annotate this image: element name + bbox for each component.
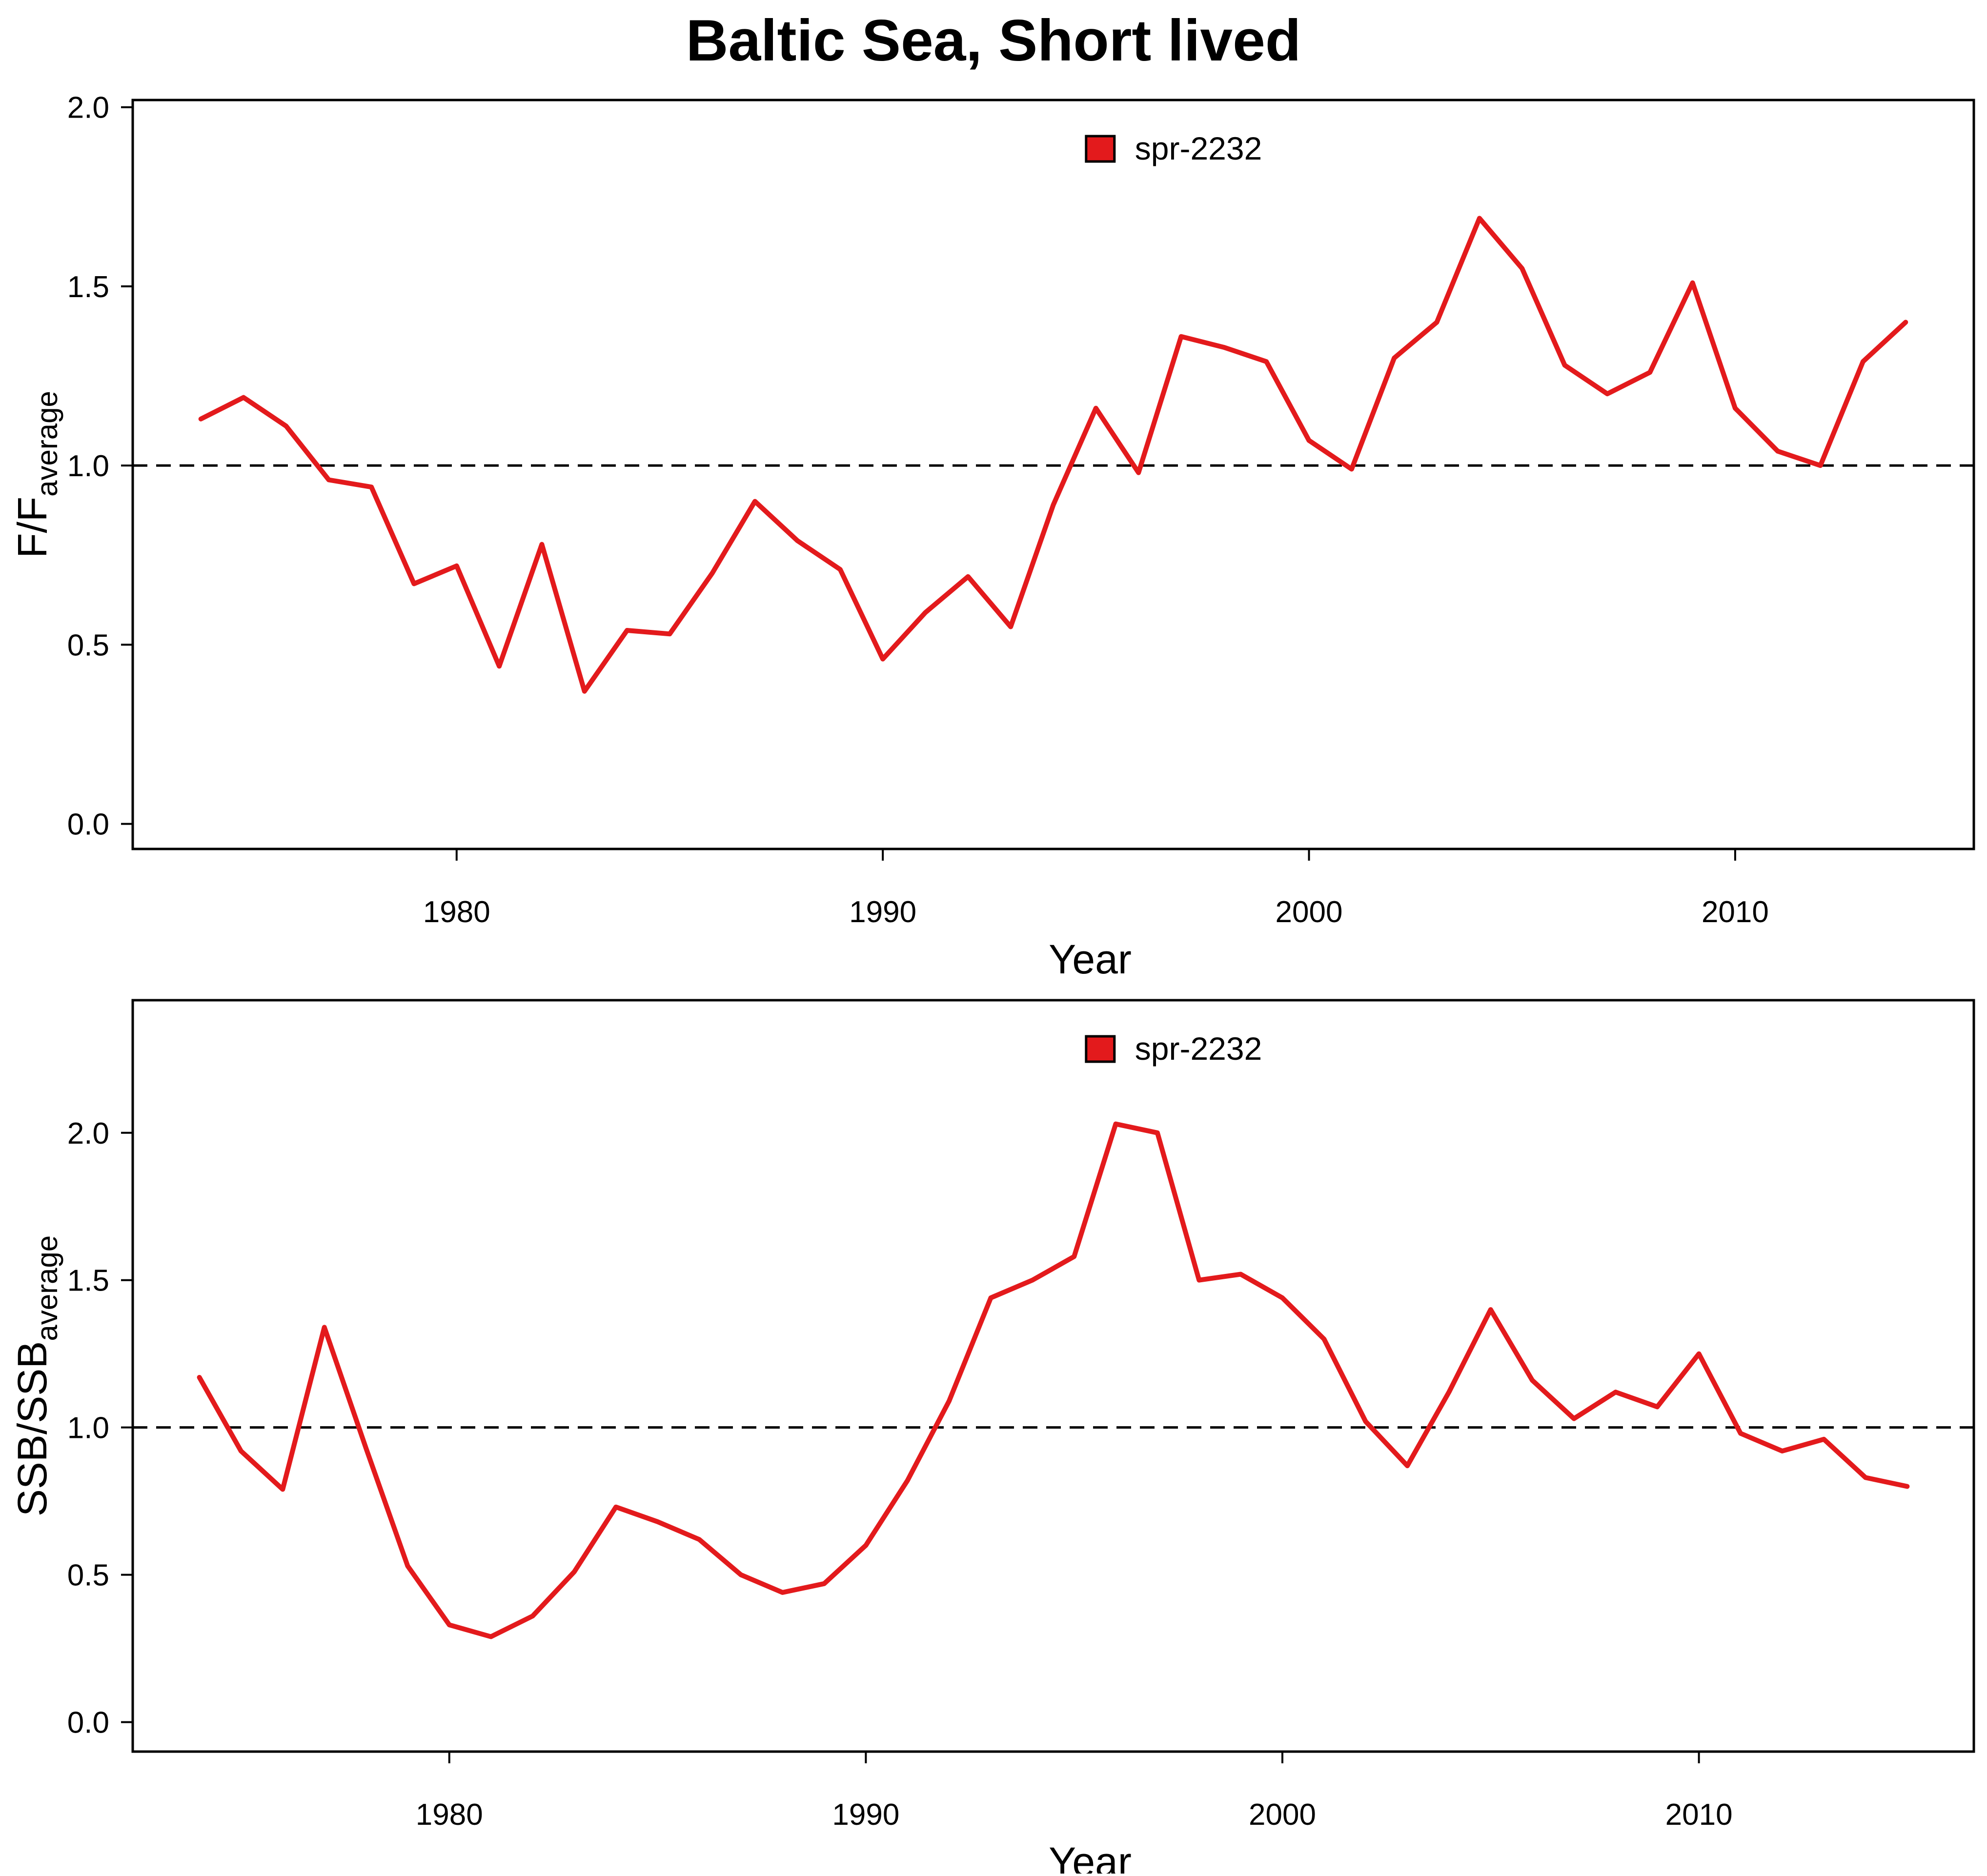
y-tick-label: 1.5	[67, 1264, 109, 1298]
y-tick-label: 0.0	[67, 808, 109, 842]
x-tick-label: 1990	[849, 895, 916, 929]
x-tick-label: 1990	[832, 1798, 899, 1832]
y-axis-title-main: SSB/SSB	[9, 1341, 55, 1517]
legend-swatch	[1085, 1035, 1116, 1063]
y-axis-title: F/Faverage	[9, 391, 63, 558]
figure-title: Baltic Sea, Short lived	[686, 8, 1301, 73]
y-axis-title-subscript: average	[31, 391, 63, 497]
panel-fishing-mortality: 0.0 0.5 1.0 1.5 2.0 1980 1990 2000 2010 spr-2232 Y…	[9, 91, 1975, 982]
x-axis-title: Year	[1049, 936, 1132, 982]
x-tick-label: 2010	[1665, 1798, 1733, 1832]
y-axis-title-subscript: average	[31, 1235, 63, 1341]
plot-frame	[131, 99, 1975, 850]
legend-label: spr-2232	[1135, 1030, 1262, 1067]
y-tick-label: 2.0	[67, 1117, 109, 1150]
plot-frame	[131, 999, 1975, 1753]
y-tick-label: 1.0	[67, 1412, 109, 1445]
legend: spr-2232	[1085, 130, 1262, 166]
series-line	[198, 216, 1908, 694]
x-tick-label: 2000	[1276, 895, 1343, 929]
series-line	[197, 1121, 1910, 1639]
legend: spr-2232	[1085, 1030, 1262, 1067]
y-tick-label: 0.0	[67, 1706, 109, 1740]
y-tick-label: 2.0	[67, 91, 109, 125]
y-axis-title-main: F/F	[9, 497, 55, 558]
legend-label: spr-2232	[1135, 130, 1262, 166]
y-tick-label: 0.5	[67, 1559, 109, 1593]
x-tick-label: 1980	[416, 1798, 483, 1832]
panel-spawning-stock-biomass: 0.0 0.5 1.0 1.5 2.0 1980 1990 2000 2010 spr-2232 Y…	[9, 999, 1975, 1876]
x-tick-label: 2000	[1249, 1798, 1316, 1832]
x-tick-label: 1980	[423, 895, 490, 929]
y-tick-label: 0.5	[67, 628, 109, 662]
y-tick-label: 1.5	[67, 270, 109, 304]
legend-swatch	[1085, 135, 1116, 163]
y-tick-label: 1.0	[67, 449, 109, 483]
x-tick-label: 2010	[1702, 895, 1769, 929]
x-axis-title: Year	[1049, 1839, 1132, 1874]
y-axis-title: SSB/SSBaverage	[9, 1235, 63, 1516]
